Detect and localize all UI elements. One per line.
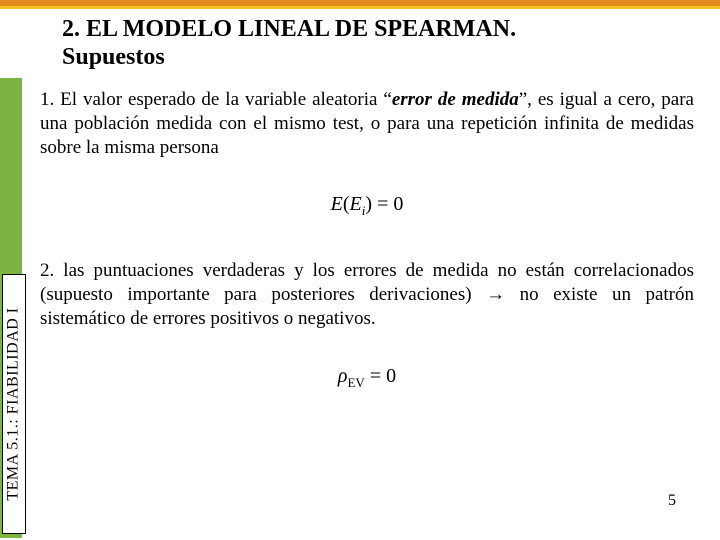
f1-lparen: ( [343, 193, 350, 215]
paragraph-2: 2. las puntuaciones verdaderas y los err… [40, 259, 694, 330]
sidebar-label-box: TEMA 5.1.: FIABILIDAD I [2, 274, 26, 534]
p2-arrow: → [486, 284, 505, 305]
f1-E: E [331, 193, 343, 215]
sidebar-label: TEMA 5.1.: FIABILIDAD I [5, 307, 23, 500]
formula-2: ρEV = 0 [330, 361, 404, 395]
paragraph-1: 1. El valor esperado de la variable alea… [40, 88, 694, 159]
f1-Ei-main: E [350, 193, 362, 215]
slide-heading: 2. EL MODELO LINEAL DE SPEARMAN. Supuest… [62, 16, 696, 71]
page-number: 5 [668, 492, 676, 510]
f2-sub: EV [347, 375, 364, 390]
p1-emphasis: error de medida [392, 89, 519, 110]
slide-content: 1. El valor esperado de la variable alea… [40, 88, 694, 395]
top-decorative-stripe [0, 0, 720, 10]
formula-1-wrap: E(Ei) = 0 [40, 189, 694, 223]
formula-2-wrap: ρEV = 0 [40, 361, 694, 395]
heading-line1: 2. EL MODELO LINEAL DE SPEARMAN. [62, 16, 516, 42]
p1-pre: 1. El valor esperado de la variable alea… [40, 89, 392, 110]
heading-line2: Supuestos [62, 44, 165, 70]
formula-1: E(Ei) = 0 [323, 189, 412, 223]
f2-eq: = 0 [365, 365, 396, 387]
f1-eq: = 0 [372, 193, 403, 215]
slide: TEMA 5.1.: FIABILIDAD I 2. EL MODELO LIN… [0, 0, 720, 540]
stripe-accent [0, 6, 720, 9]
